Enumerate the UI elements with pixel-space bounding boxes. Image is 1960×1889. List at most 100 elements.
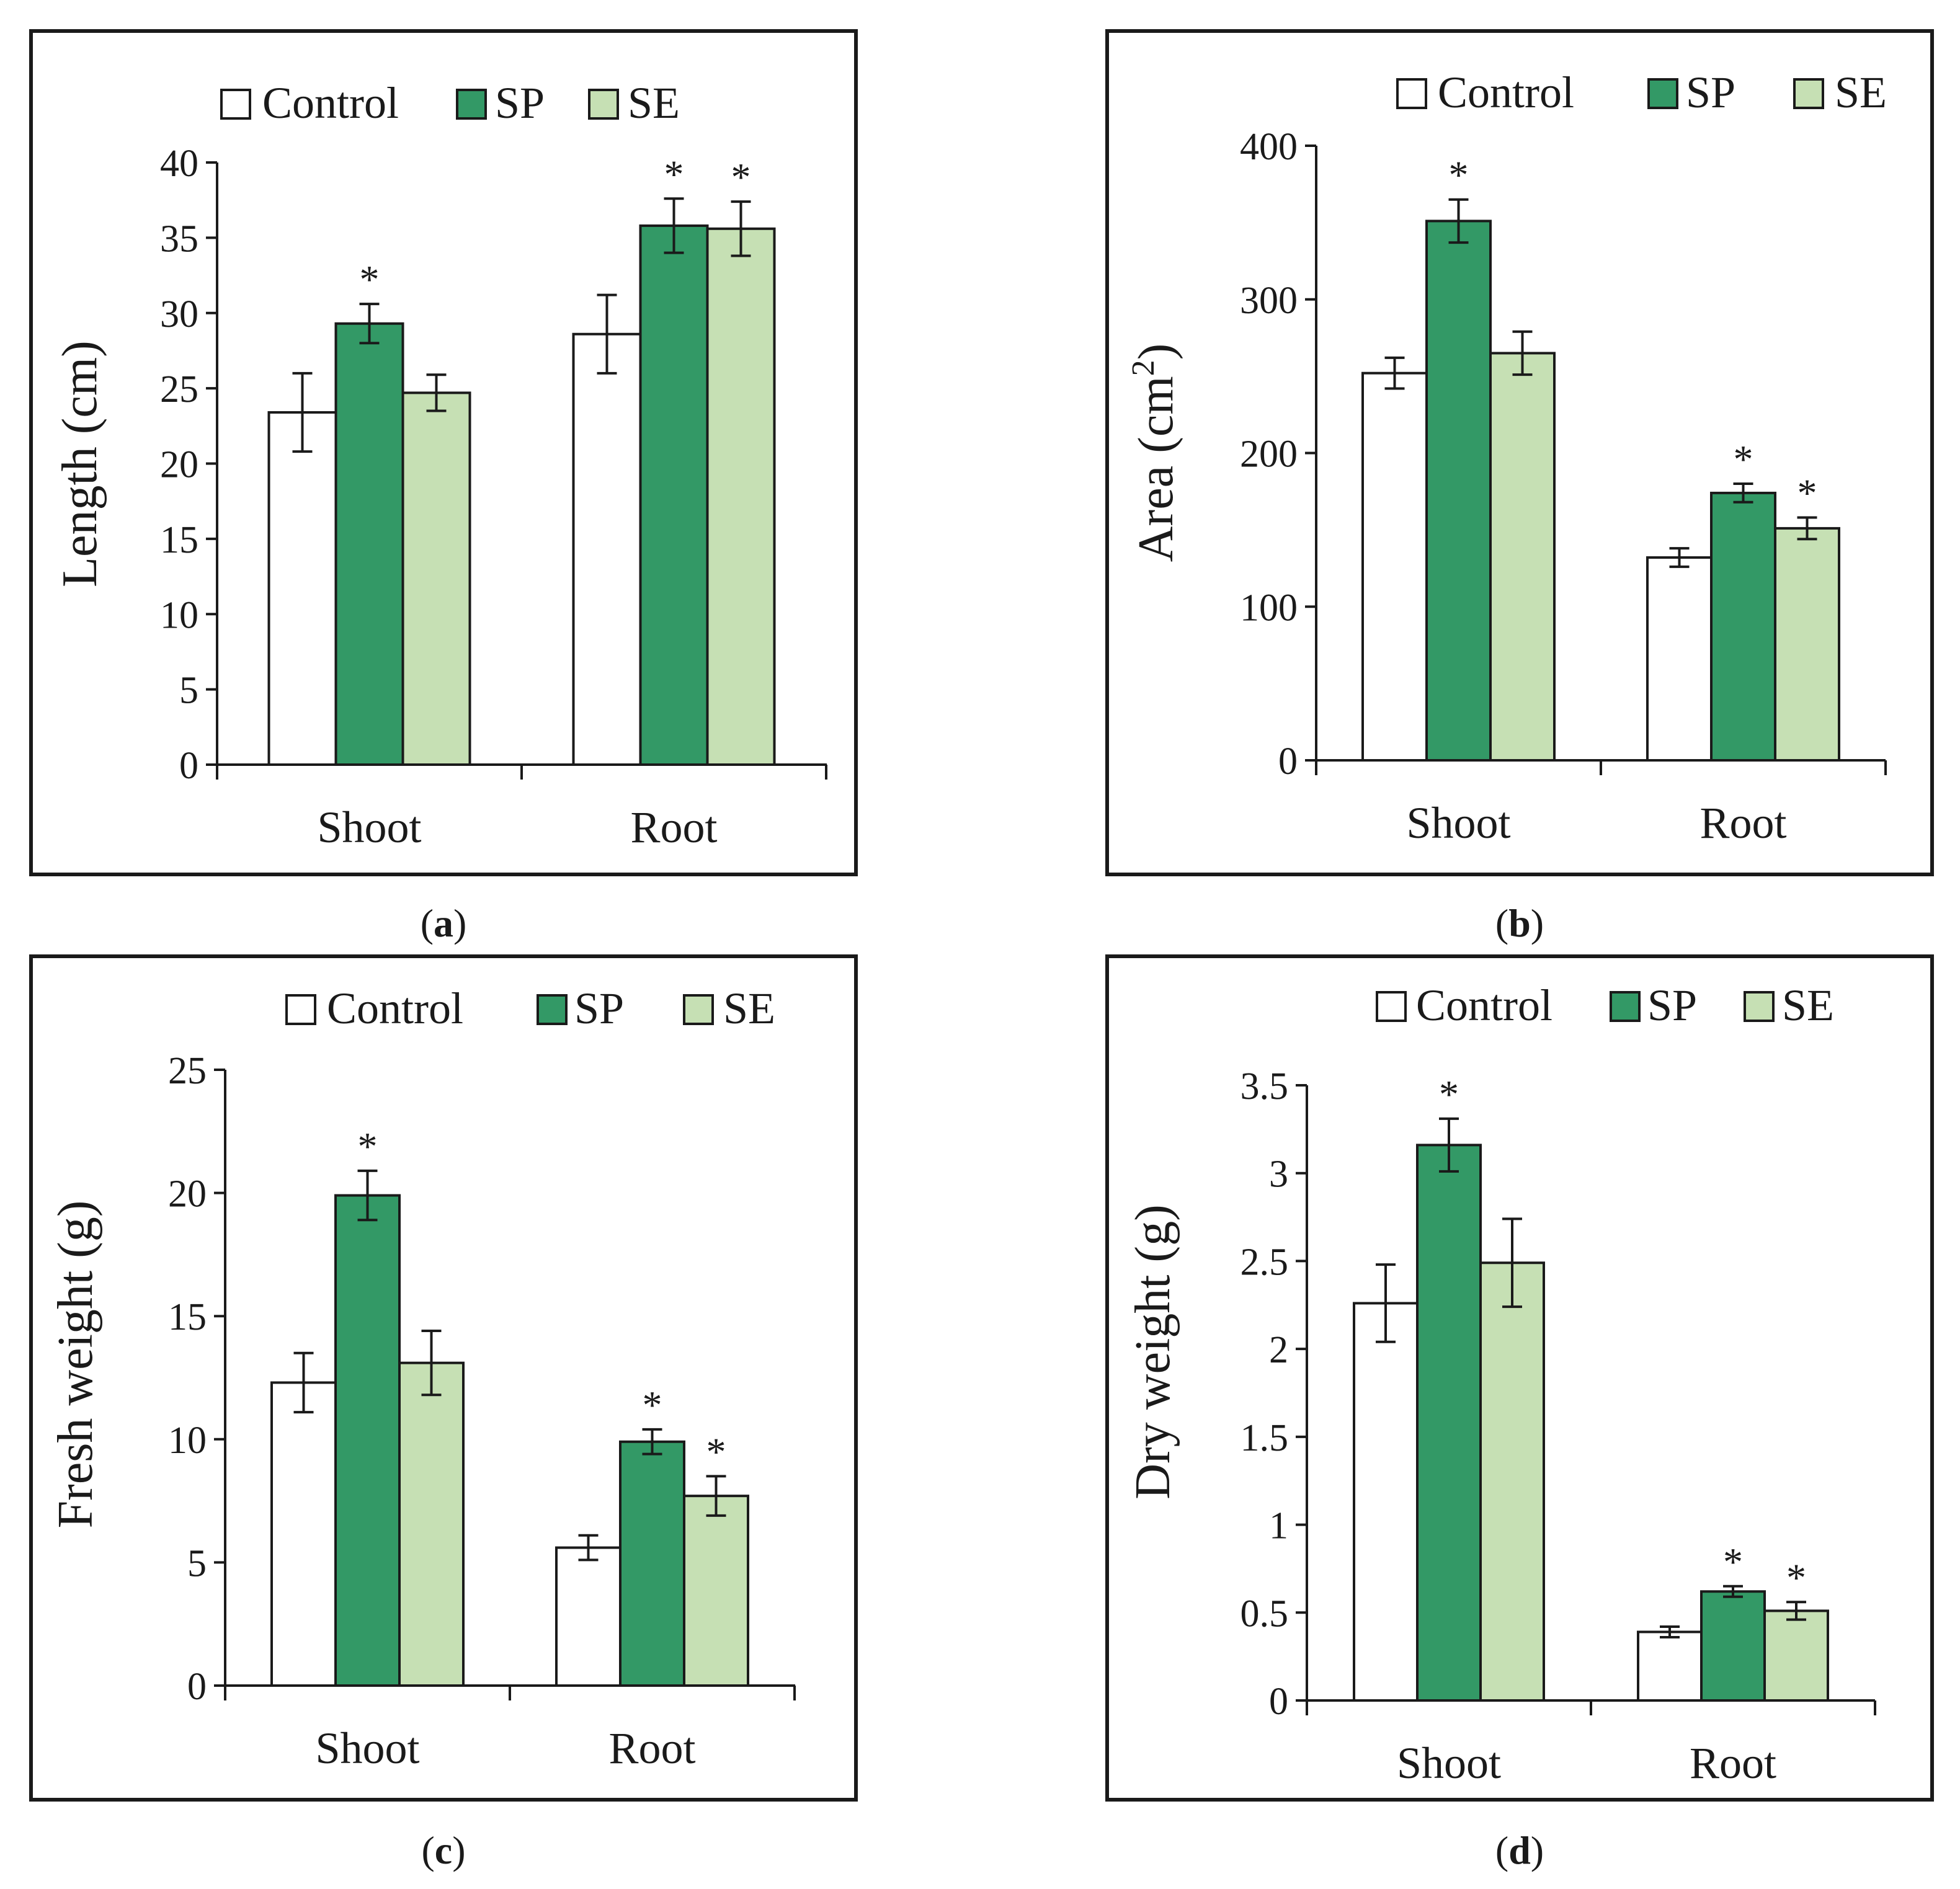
- panel-d: Control SP SE Dry weight (g) 0 0.5 1 1.5 2 2.…: [1105, 954, 1934, 1802]
- legend-se-label: SE: [1782, 980, 1834, 1030]
- y-tick-label: 15: [160, 519, 198, 561]
- bar-sp-root: [639, 224, 709, 766]
- legend-control-label: Control: [327, 984, 463, 1033]
- bar-control-root: [572, 332, 642, 766]
- y-tick-label: 1: [1269, 1505, 1288, 1547]
- legend-se-swatch: [588, 89, 619, 120]
- bar-se-shoot: [401, 391, 471, 766]
- significance-marker: *: [1734, 437, 1753, 481]
- y-tick-label: 10: [160, 594, 198, 636]
- panel-a-legend: Control SP SE: [220, 78, 680, 128]
- legend-se-label: SE: [628, 78, 680, 128]
- legend-sp-label: SP: [1647, 980, 1697, 1030]
- legend-sp-swatch: [1610, 991, 1641, 1022]
- legend-sp-label: SP: [574, 984, 624, 1033]
- bar-control-root: [555, 1546, 621, 1687]
- bar-sp-root: [619, 1440, 685, 1687]
- panel-b-ylabel-text: Area (cm2): [1126, 344, 1183, 562]
- x-category-label: Shoot: [317, 802, 421, 852]
- significance-marker: *: [1449, 153, 1469, 197]
- legend-se-label: SE: [723, 984, 775, 1033]
- bar-se-root: [1774, 527, 1840, 762]
- bar-sp-shoot: [334, 322, 404, 766]
- y-tick-label: 100: [1240, 587, 1298, 629]
- panel-a-plot: 0 5 10 15 20 25 30 35 40 * Shoot * * Root: [160, 143, 827, 852]
- y-tick-label: 2.5: [1241, 1241, 1289, 1283]
- bar-control-shoot: [1361, 371, 1428, 762]
- significance-marker: *: [1439, 1072, 1459, 1116]
- y-tick-label: 400: [1240, 126, 1298, 168]
- y-tick-label: 0: [1278, 740, 1298, 783]
- bar-sp-shoot: [1425, 220, 1492, 762]
- bar-control-shoot: [1353, 1302, 1419, 1702]
- bar-se-root: [706, 227, 776, 766]
- y-tick-label: 25: [168, 1050, 207, 1092]
- y-tick-label: 200: [1240, 433, 1298, 476]
- legend-control-swatch: [1376, 991, 1407, 1022]
- caption-b-letter: b: [1508, 901, 1531, 945]
- bar-se-shoot: [1489, 352, 1556, 762]
- legend-se-swatch: [1793, 78, 1824, 109]
- significance-marker: *: [731, 155, 751, 199]
- panel-b-legend: Control SP SE: [1396, 68, 1887, 117]
- y-tick-label: 35: [160, 218, 198, 260]
- y-tick-label: 0: [187, 1666, 207, 1708]
- legend-sp-label: SP: [495, 78, 545, 128]
- bar-se-shoot: [1479, 1261, 1545, 1702]
- significance-marker: *: [706, 1429, 726, 1473]
- y-tick-label: 3: [1269, 1153, 1288, 1196]
- significance-marker: *: [1786, 1555, 1806, 1599]
- panel-d-plot: 0 0.5 1 1.5 2 2.5 3 3.5 * Shoot * * Root: [1241, 1065, 1876, 1788]
- x-category-label: Root: [608, 1723, 695, 1773]
- y-tick-label: 25: [160, 368, 198, 411]
- bar-se-root: [683, 1495, 749, 1687]
- y-tick-label: 10: [168, 1420, 207, 1462]
- caption-b: (b): [1495, 901, 1544, 945]
- x-category-label: Root: [1699, 798, 1786, 848]
- bar-control-shoot: [270, 1381, 337, 1687]
- bar-sp-shoot: [334, 1194, 401, 1687]
- y-tick-label: 40: [160, 143, 198, 185]
- legend-control-label: Control: [1438, 68, 1574, 117]
- significance-marker: *: [664, 152, 684, 196]
- panel-a: Control SP SE Length (cm) 0 5 10 15 20 25 30 35…: [29, 29, 858, 876]
- significance-marker: *: [643, 1383, 662, 1427]
- legend-se-label: SE: [1835, 68, 1887, 117]
- caption-c-letter: c: [435, 1828, 452, 1872]
- y-tick-label: 5: [187, 1542, 207, 1585]
- significance-marker: *: [1723, 1540, 1743, 1584]
- bar-se-root: [1763, 1609, 1829, 1702]
- panel-c: Control SP SE Fresh weight (g) 0 5 10 15 20 2…: [29, 954, 858, 1802]
- y-tick-label: 0: [1269, 1681, 1288, 1723]
- x-category-label: Root: [1690, 1738, 1776, 1788]
- y-tick-label: 0.5: [1241, 1593, 1289, 1635]
- legend-sp-swatch: [456, 89, 487, 120]
- bar-control-root: [1646, 556, 1713, 762]
- bar-se-shoot: [398, 1361, 465, 1687]
- bar-sp-root: [1700, 1590, 1766, 1702]
- y-tick-label: 20: [168, 1173, 207, 1216]
- legend-control-swatch: [220, 89, 251, 120]
- x-category-label: Root: [630, 802, 717, 852]
- panel-d-legend: Control SP SE: [1376, 980, 1834, 1030]
- panel-b-ylabel: Area (cm2): [1126, 344, 1183, 562]
- bar-control-root: [1637, 1630, 1703, 1702]
- legend-control-label: Control: [1416, 980, 1552, 1030]
- bar-control-shoot: [267, 411, 337, 766]
- panel-b-ylabel-main: Area (cm: [1129, 376, 1183, 562]
- panel-b: Control SP SE Area (cm2) 0 100 200 300 400 * S…: [1105, 29, 1934, 876]
- legend-se-swatch: [1744, 991, 1775, 1022]
- panel-b-ylabel-end: ): [1129, 344, 1183, 360]
- y-tick-label: 3.5: [1241, 1065, 1289, 1108]
- y-tick-label: 30: [160, 293, 198, 336]
- panel-b-plot: 0 100 200 300 400 * Shoot * * Root: [1240, 126, 1887, 848]
- legend-sp-swatch: [1647, 78, 1678, 109]
- caption-d: (d): [1495, 1828, 1544, 1872]
- caption-d-letter: d: [1508, 1828, 1531, 1872]
- legend-sp-swatch: [537, 994, 568, 1025]
- x-category-label: Shoot: [1397, 1738, 1501, 1788]
- y-tick-label: 300: [1240, 280, 1298, 322]
- panel-a-ylabel: Length (cm): [53, 340, 107, 587]
- x-category-label: Shoot: [315, 1723, 419, 1773]
